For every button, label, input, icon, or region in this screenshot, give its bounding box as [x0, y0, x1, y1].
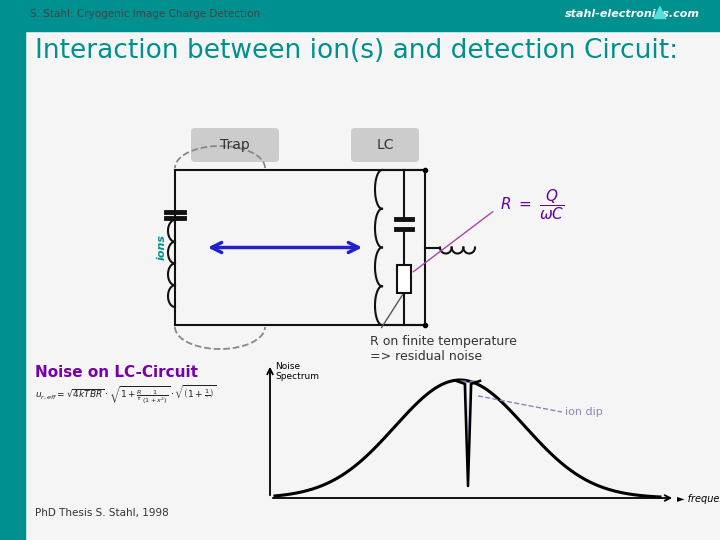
Text: ion dip: ion dip: [565, 407, 603, 417]
Bar: [0, 28, 720, 31]
Text: Interaction between ion(s) and detection Circuit:: Interaction between ion(s) and detection…: [35, 38, 678, 64]
Text: stahl-electronics.com: stahl-electronics.com: [565, 9, 700, 19]
Text: Noise
Spectrum: Noise Spectrum: [275, 362, 319, 381]
Bar: [397, 265, 411, 293]
Text: ions: ions: [157, 234, 167, 260]
Text: ► frequency: ► frequency: [677, 494, 720, 504]
Text: R on finite temperature
=> residual noise: R on finite temperature => residual nois…: [370, 335, 517, 363]
FancyBboxPatch shape: [191, 128, 279, 162]
Text: ▲: ▲: [653, 3, 667, 21]
Text: $u_{r,eff} = \sqrt{4kTBR} \cdot \sqrt{1+\frac{R}{\tau}\frac{1}{(1+x^2)}} \cdot \: $u_{r,eff} = \sqrt{4kTBR} \cdot \sqrt{1+…: [35, 383, 216, 407]
Text: $R\ =\ \dfrac{Q}{\omega C}$: $R\ =\ \dfrac{Q}{\omega C}$: [500, 187, 564, 222]
Text: S. Stahl: Cryogenic Image Charge Detection: S. Stahl: Cryogenic Image Charge Detecti…: [30, 9, 260, 19]
Bar: [0, 28, 25, 540]
FancyBboxPatch shape: [351, 128, 419, 162]
Bar: [0, 0, 720, 28]
Text: LC: LC: [377, 138, 394, 152]
Text: Trap: Trap: [220, 138, 250, 152]
Text: PhD Thesis S. Stahl, 1998: PhD Thesis S. Stahl, 1998: [35, 508, 168, 518]
Polygon shape: [460, 381, 476, 486]
Text: Noise on LC-Circuit: Noise on LC-Circuit: [35, 365, 198, 380]
